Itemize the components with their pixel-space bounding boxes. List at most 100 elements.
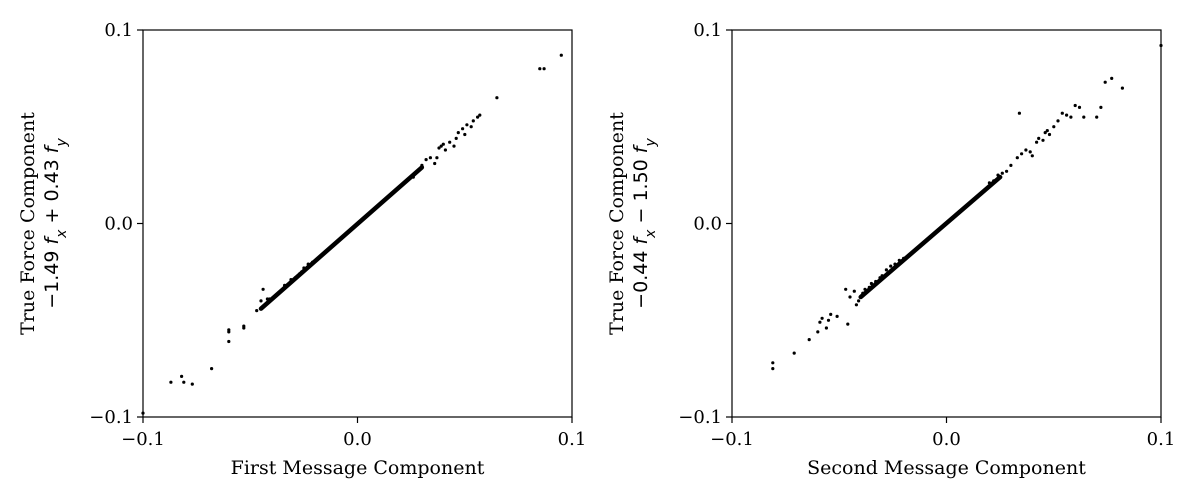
x-tick-label: −0.1 <box>710 429 754 450</box>
data-point <box>1073 103 1077 108</box>
data-point <box>559 53 563 57</box>
data-point <box>1009 163 1013 167</box>
y-tick-label: 0.0 <box>693 214 722 235</box>
data-point <box>820 316 824 320</box>
data-point <box>283 283 287 287</box>
data-point <box>471 119 475 123</box>
data-point <box>771 367 775 371</box>
data-point <box>852 289 856 293</box>
data-point <box>242 326 246 330</box>
data-point <box>416 169 420 173</box>
data-point <box>1024 148 1028 152</box>
data-point <box>461 127 465 131</box>
data-point <box>1000 171 1004 175</box>
data-point <box>857 299 861 303</box>
x-tick-label: 0.0 <box>343 429 372 450</box>
data-point <box>268 297 272 301</box>
data-point <box>182 380 186 384</box>
data-point <box>818 320 822 324</box>
data-point <box>272 295 276 299</box>
data-point <box>893 262 897 266</box>
data-point <box>880 274 884 278</box>
data-point <box>826 318 831 322</box>
y-tick-label: 0.0 <box>104 214 133 235</box>
scatter-panel-right: −0.1 0.0 0.1 −0.1 0.0 0.1 Second Message Compo… <box>606 20 1175 479</box>
data-point <box>878 276 882 280</box>
data-point <box>293 276 297 280</box>
data-point <box>443 148 447 152</box>
dense-point-band <box>258 165 425 311</box>
data-point <box>824 326 829 330</box>
data-point <box>424 158 428 162</box>
data-point <box>1045 129 1049 133</box>
x-tick-label: 0.0 <box>932 429 961 450</box>
x-tick-label: 0.1 <box>1147 429 1176 450</box>
data-point <box>227 330 231 334</box>
data-point <box>1065 113 1069 117</box>
data-point <box>452 144 456 148</box>
data-point <box>259 299 263 303</box>
data-point <box>1110 76 1114 80</box>
data-point <box>227 339 231 344</box>
data-point <box>844 287 848 291</box>
data-point <box>867 285 871 289</box>
y-axis-label-line-1: True Force Component <box>606 112 628 335</box>
data-point <box>302 266 306 270</box>
data-point <box>255 309 259 313</box>
data-point <box>1120 86 1124 90</box>
data-point <box>495 96 499 100</box>
data-point <box>992 179 996 183</box>
data-point <box>469 125 473 129</box>
data-point <box>1030 154 1034 158</box>
data-point <box>996 173 1000 177</box>
data-point <box>987 181 992 185</box>
data-point <box>435 156 439 160</box>
data-point <box>428 156 432 160</box>
data-point <box>829 312 833 316</box>
y-tick-label: −0.1 <box>678 407 722 428</box>
data-point <box>454 136 458 140</box>
data-point <box>433 161 437 166</box>
data-point <box>439 144 443 148</box>
data-point <box>863 287 867 291</box>
data-point <box>463 132 467 137</box>
data-point <box>835 314 839 318</box>
data-point <box>169 380 173 384</box>
data-point <box>1082 115 1086 119</box>
y-axis-label-line-2: −0.44 fx − 1.50 fy <box>630 137 659 308</box>
data-point <box>846 322 850 326</box>
data-point <box>420 163 424 167</box>
data-point <box>1099 105 1103 109</box>
dense-point-band <box>858 174 1003 300</box>
data-point <box>476 115 480 119</box>
data-point <box>276 291 280 295</box>
data-point <box>861 291 865 295</box>
y-axis-label-line-1: True Force Component <box>17 112 39 335</box>
data-point <box>1035 140 1039 144</box>
data-point <box>1077 105 1082 109</box>
data-point <box>261 287 265 291</box>
data-point <box>1037 136 1041 140</box>
data-point <box>265 297 269 301</box>
scatter-panel-left: −0.1 0.0 0.1 −0.1 0.0 0.1 First Message Compon… <box>17 20 586 479</box>
data-point <box>1095 115 1099 119</box>
data-point <box>465 123 469 127</box>
data-point <box>306 262 310 266</box>
data-point <box>298 272 302 276</box>
data-point <box>1017 111 1022 115</box>
data-point <box>190 382 194 386</box>
data-point <box>411 175 415 179</box>
data-point <box>1052 125 1056 129</box>
data-point <box>874 279 878 284</box>
data-point <box>771 361 775 365</box>
data-point <box>542 67 546 71</box>
data-point <box>1020 152 1024 156</box>
data-point <box>289 278 293 282</box>
data-point <box>300 270 304 274</box>
data-point <box>448 140 452 144</box>
data-point <box>478 113 482 117</box>
data-point <box>854 303 859 307</box>
data-point <box>869 281 874 286</box>
data-point <box>310 260 315 264</box>
